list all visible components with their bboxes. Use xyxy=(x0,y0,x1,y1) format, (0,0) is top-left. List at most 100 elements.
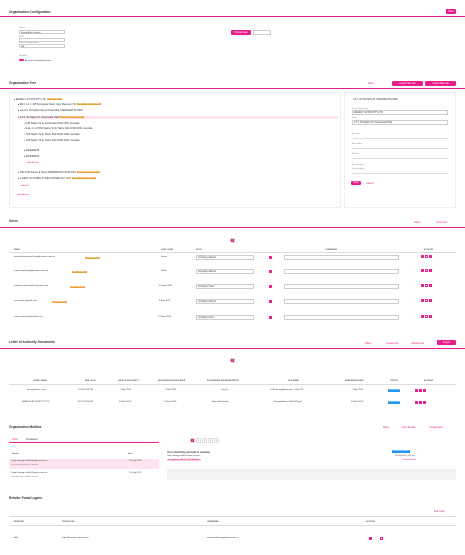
tree-node[interactable]: ▸ U DEPT IN COHEN ST BELCONNEN ACT 2617 M… xyxy=(18,177,96,180)
tree-node[interactable]: ▸ Level 5, 36 Station Street Parramatta,… xyxy=(18,109,83,112)
table-divider xyxy=(9,384,456,385)
role-select[interactable]: Company Admins xyxy=(196,299,254,304)
companies-select[interactable] xyxy=(284,284,399,289)
acn-input[interactable] xyxy=(19,38,65,42)
save-button[interactable]: Save xyxy=(446,9,456,14)
site-description-input[interactable]: Site description xyxy=(352,168,365,170)
role-select[interactable]: Company Users xyxy=(196,315,254,320)
save-icon[interactable] xyxy=(421,299,424,302)
name-input[interactable]: Energy Action Limited xyxy=(19,30,65,34)
parent-org-select[interactable]: ENERGY ACTION PTY LTD xyxy=(352,110,448,115)
add-login-button[interactable]: Add Login xyxy=(434,510,445,513)
page-button[interactable]: 5 xyxy=(214,438,219,443)
page-button[interactable]: 1 xyxy=(230,238,235,243)
resend-icon[interactable] xyxy=(424,269,428,272)
tab-inbox[interactable]: Inbox xyxy=(12,438,18,441)
tab-forwarded[interactable]: Forwarded xyxy=(26,438,38,441)
resend-icon[interactable] xyxy=(424,255,428,258)
add-site-link[interactable]: + Add Site xyxy=(20,185,30,187)
portal-url[interactable]: https://business.agl.com.au xyxy=(62,537,89,539)
tree-node[interactable]: ▪ 5/36 Station St E, Parramatta NSW 2150… xyxy=(24,122,80,125)
companies-checkbox[interactable] xyxy=(269,299,272,303)
file-name[interactable]: Energy Action LOA 2023.pdf xyxy=(274,401,302,403)
resend-icon[interactable] xyxy=(424,284,428,287)
tree-node[interactable]: ▸ OFF 2/36 Station E Street PARRAMATTA N… xyxy=(18,171,101,174)
col-sent: Sent xyxy=(128,453,133,455)
role-select[interactable]: Company Admins xyxy=(196,255,254,260)
companies-checkbox[interactable] xyxy=(269,284,272,288)
role-select[interactable]: Company Admins xyxy=(196,269,254,274)
file-name[interactable]: LOA_EnergyAction-test_7-Nov-23... xyxy=(270,389,305,391)
companies-select[interactable] xyxy=(284,269,399,274)
delete-icon[interactable] xyxy=(428,315,432,318)
resend-icon[interactable] xyxy=(424,315,428,318)
companies-checkbox[interactable] xyxy=(269,269,272,273)
delete-icon[interactable] xyxy=(428,255,432,258)
companies-checkbox[interactable] xyxy=(269,315,272,319)
tree-filters-button[interactable]: Filters xyxy=(368,82,375,85)
page-button[interactable]: 1 xyxy=(190,438,195,443)
meter-id-input[interactable]: Meter Id xyxy=(352,153,359,155)
parent-select[interactable]: N/A xyxy=(19,44,65,48)
companies-checkbox[interactable] xyxy=(269,255,272,259)
tree-node[interactable]: ▪ Suite 1, Lvl 5/36 Station St W, Harris… xyxy=(24,127,93,130)
tree-node[interactable]: ▪ 7/36 Station St E, Harris Park NSW 215… xyxy=(24,133,80,136)
companies-select[interactable] xyxy=(284,299,399,304)
export-button[interactable]: Export xyxy=(437,340,456,345)
invite-user-button[interactable]: Invite User xyxy=(436,221,448,224)
save-icon[interactable] xyxy=(421,284,424,287)
upload-logo-button[interactable]: Choose logo xyxy=(231,30,251,35)
companies-select[interactable] xyxy=(284,315,399,320)
import-list-button[interactable]: Import Site List xyxy=(425,81,456,86)
tree-node[interactable]: ▪ 1/36 Station St E, Harris Park NSW 215… xyxy=(24,139,80,142)
delete-icon[interactable] xyxy=(428,269,432,272)
email-item-selected[interactable]: Origin Energy <hello@origin.com.au> Your… xyxy=(9,459,159,469)
upload-loa-button[interactable]: Upload LOA xyxy=(411,342,425,345)
section-divider xyxy=(0,227,465,228)
tree-node[interactable]: ▸ 4000086235 xyxy=(24,149,40,152)
loa-filters-button[interactable]: Filters xyxy=(365,342,372,345)
add-address-link[interactable]: + Add Address xyxy=(26,162,39,164)
site-number-input[interactable]: Site Number xyxy=(352,143,362,145)
delete-icon[interactable] xyxy=(428,299,432,302)
add-address-link[interactable]: + Add Address xyxy=(16,194,29,196)
page-button[interactable]: 1 xyxy=(230,358,235,363)
abn: 23 200 363 339 xyxy=(78,389,94,391)
role-select[interactable]: Company Users xyxy=(196,284,254,289)
configuration-button[interactable]: Configuration xyxy=(429,426,444,429)
site-code-input[interactable]: Site code xyxy=(352,133,360,135)
tree-node[interactable]: ▸ 4000080063 xyxy=(24,155,40,158)
field-underline xyxy=(352,138,448,139)
download-icon[interactable] xyxy=(418,388,422,392)
delete-icon[interactable] xyxy=(428,284,432,287)
view-icon[interactable] xyxy=(415,400,418,404)
save-icon[interactable] xyxy=(421,315,424,318)
download-files-link[interactable]: Download files xyxy=(403,459,417,461)
page-button[interactable]: 3 xyxy=(202,438,207,443)
save-icon[interactable] xyxy=(421,255,424,258)
companies-select[interactable] xyxy=(284,255,399,260)
sync-emails-button[interactable]: Sync Emails xyxy=(402,426,416,429)
site-cancel-button[interactable]: Cancel xyxy=(366,182,374,185)
view-icon[interactable] xyxy=(415,388,418,392)
tree-node[interactable]: ▸ Bld 1 Lvl 1, 148 Springvale Road, Glen… xyxy=(18,103,101,106)
page-button[interactable]: 2 xyxy=(196,438,201,443)
site-name-input[interactable]: Lvl 5, 36 Station St, Parramatta NSW xyxy=(352,120,448,125)
delete-icon[interactable] xyxy=(422,388,426,392)
tree-node-selected[interactable]: ▾ Lvl 5, 36 Station St, Parramatta NSW MA… xyxy=(18,116,338,119)
email-item[interactable]: Origin Energy <hello@origin.com.au> Your… xyxy=(11,472,142,478)
users-filters-button[interactable]: Filters xyxy=(414,221,421,224)
delete-icon[interactable] xyxy=(422,400,426,404)
delete-icon[interactable] xyxy=(369,536,372,540)
save-icon[interactable] xyxy=(421,269,424,272)
import-csv-button[interactable]: Import Site List xyxy=(392,81,423,86)
tree-node[interactable]: ▸ ENERGY ACTION PTY LTD ORGANISATION xyxy=(14,98,63,101)
create-loa-button[interactable]: Create LOA xyxy=(386,342,399,345)
page-button[interactable]: 4 xyxy=(208,438,213,443)
edit-icon[interactable] xyxy=(380,536,383,540)
mailbox-filters-button[interactable]: Filters xyxy=(383,426,390,429)
resend-icon[interactable] xyxy=(424,299,428,302)
multi-toggle[interactable]: Account Disability Association xyxy=(19,58,51,62)
download-icon[interactable] xyxy=(418,400,422,404)
site-save-button[interactable]: Save xyxy=(351,181,361,185)
